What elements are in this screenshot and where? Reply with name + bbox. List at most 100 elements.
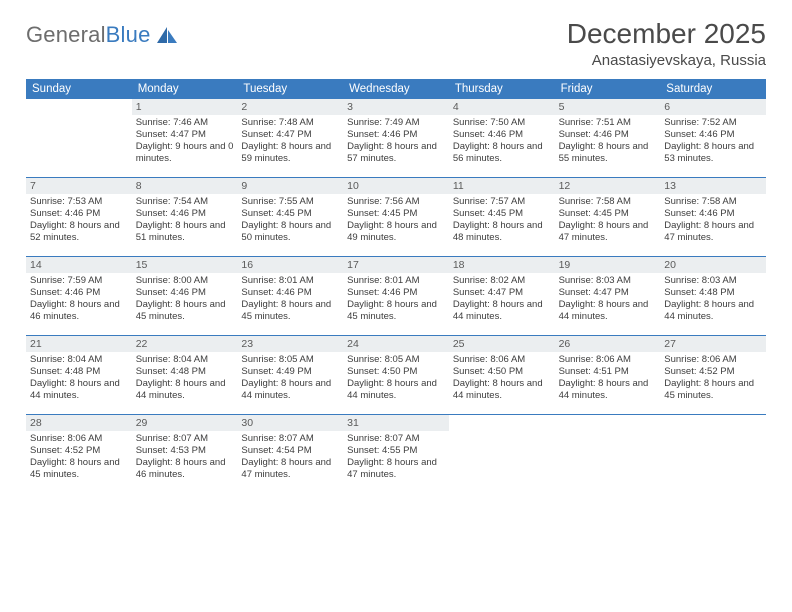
daylight-text: Daylight: 8 hours and 45 minutes. [347,299,445,323]
logo: GeneralBlue [26,18,179,48]
day-number: 19 [555,257,661,273]
sunrise-text: Sunrise: 7:53 AM [30,196,128,208]
day-number: 9 [237,178,343,194]
day-cell: 31Sunrise: 8:07 AMSunset: 4:55 PMDayligh… [343,415,449,493]
sunset-text: Sunset: 4:46 PM [347,287,445,299]
day-number: 13 [660,178,766,194]
sunrise-text: Sunrise: 7:49 AM [347,117,445,129]
day-cell: 25Sunrise: 8:06 AMSunset: 4:50 PMDayligh… [449,336,555,414]
calendar: Sunday Monday Tuesday Wednesday Thursday… [26,79,766,493]
daylight-text: Daylight: 9 hours and 0 minutes. [136,141,234,165]
daylight-text: Daylight: 8 hours and 47 minutes. [664,220,762,244]
sunset-text: Sunset: 4:45 PM [559,208,657,220]
day-number: 3 [343,99,449,115]
sunset-text: Sunset: 4:50 PM [453,366,551,378]
location: Anastasiyevskaya, Russia [567,52,766,69]
sunrise-text: Sunrise: 8:05 AM [241,354,339,366]
sunset-text: Sunset: 4:49 PM [241,366,339,378]
daylight-text: Daylight: 8 hours and 44 minutes. [136,378,234,402]
day-cell: 3Sunrise: 7:49 AMSunset: 4:46 PMDaylight… [343,99,449,177]
day-number: 30 [237,415,343,431]
month-title: December 2025 [567,18,766,50]
sunrise-text: Sunrise: 8:07 AM [136,433,234,445]
day-number [26,99,132,115]
sunrise-text: Sunrise: 7:59 AM [30,275,128,287]
daylight-text: Daylight: 8 hours and 49 minutes. [347,220,445,244]
dow-saturday: Saturday [660,79,766,99]
dow-friday: Friday [555,79,661,99]
day-number: 4 [449,99,555,115]
sunset-text: Sunset: 4:47 PM [136,129,234,141]
dow-thursday: Thursday [449,79,555,99]
logo-word1: General [26,22,106,47]
day-number: 25 [449,336,555,352]
sunset-text: Sunset: 4:46 PM [347,129,445,141]
day-number: 5 [555,99,661,115]
daylight-text: Daylight: 8 hours and 47 minutes. [241,457,339,481]
day-number: 7 [26,178,132,194]
day-cell: 6Sunrise: 7:52 AMSunset: 4:46 PMDaylight… [660,99,766,177]
sunrise-text: Sunrise: 8:06 AM [30,433,128,445]
day-number: 20 [660,257,766,273]
day-number: 15 [132,257,238,273]
daylight-text: Daylight: 8 hours and 44 minutes. [664,299,762,323]
day-cell: 24Sunrise: 8:05 AMSunset: 4:50 PMDayligh… [343,336,449,414]
daylight-text: Daylight: 8 hours and 44 minutes. [559,378,657,402]
sunset-text: Sunset: 4:48 PM [30,366,128,378]
day-cell: 20Sunrise: 8:03 AMSunset: 4:48 PMDayligh… [660,257,766,335]
logo-sail-icon [155,25,179,45]
sunrise-text: Sunrise: 8:07 AM [241,433,339,445]
day-cell: 27Sunrise: 8:06 AMSunset: 4:52 PMDayligh… [660,336,766,414]
day-cell: 2Sunrise: 7:48 AMSunset: 4:47 PMDaylight… [237,99,343,177]
day-number: 1 [132,99,238,115]
sunset-text: Sunset: 4:46 PM [559,129,657,141]
header: GeneralBlue December 2025 Anastasiyevska… [26,18,766,69]
daylight-text: Daylight: 8 hours and 47 minutes. [559,220,657,244]
sunset-text: Sunset: 4:46 PM [30,208,128,220]
sunset-text: Sunset: 4:50 PM [347,366,445,378]
logo-text: GeneralBlue [26,22,151,48]
daylight-text: Daylight: 8 hours and 46 minutes. [136,457,234,481]
sunrise-text: Sunrise: 7:57 AM [453,196,551,208]
daylight-text: Daylight: 8 hours and 44 minutes. [453,299,551,323]
sunrise-text: Sunrise: 7:58 AM [664,196,762,208]
sunset-text: Sunset: 4:52 PM [30,445,128,457]
day-cell [449,415,555,493]
dow-sunday: Sunday [26,79,132,99]
day-cell: 17Sunrise: 8:01 AMSunset: 4:46 PMDayligh… [343,257,449,335]
title-block: December 2025 Anastasiyevskaya, Russia [567,18,766,69]
sunset-text: Sunset: 4:45 PM [241,208,339,220]
day-cell: 30Sunrise: 8:07 AMSunset: 4:54 PMDayligh… [237,415,343,493]
day-cell: 22Sunrise: 8:04 AMSunset: 4:48 PMDayligh… [132,336,238,414]
sunrise-text: Sunrise: 8:00 AM [136,275,234,287]
day-cell [26,99,132,177]
daylight-text: Daylight: 8 hours and 56 minutes. [453,141,551,165]
day-cell: 9Sunrise: 7:55 AMSunset: 4:45 PMDaylight… [237,178,343,256]
daylight-text: Daylight: 8 hours and 46 minutes. [30,299,128,323]
logo-word2: Blue [106,22,151,47]
daylight-text: Daylight: 8 hours and 53 minutes. [664,141,762,165]
sunrise-text: Sunrise: 8:01 AM [347,275,445,287]
sunset-text: Sunset: 4:55 PM [347,445,445,457]
day-number: 22 [132,336,238,352]
week-row: 14Sunrise: 7:59 AMSunset: 4:46 PMDayligh… [26,257,766,336]
sunset-text: Sunset: 4:47 PM [453,287,551,299]
sunrise-text: Sunrise: 8:05 AM [347,354,445,366]
day-number: 10 [343,178,449,194]
day-number: 8 [132,178,238,194]
daylight-text: Daylight: 8 hours and 44 minutes. [559,299,657,323]
day-number: 16 [237,257,343,273]
day-of-week-header: Sunday Monday Tuesday Wednesday Thursday… [26,79,766,99]
sunrise-text: Sunrise: 8:04 AM [30,354,128,366]
day-number: 6 [660,99,766,115]
sunset-text: Sunset: 4:46 PM [453,129,551,141]
week-row: 28Sunrise: 8:06 AMSunset: 4:52 PMDayligh… [26,415,766,493]
day-cell [555,415,661,493]
weeks-container: 1Sunrise: 7:46 AMSunset: 4:47 PMDaylight… [26,99,766,493]
sunrise-text: Sunrise: 7:46 AM [136,117,234,129]
day-cell: 15Sunrise: 8:00 AMSunset: 4:46 PMDayligh… [132,257,238,335]
daylight-text: Daylight: 8 hours and 55 minutes. [559,141,657,165]
day-number: 2 [237,99,343,115]
sunrise-text: Sunrise: 8:02 AM [453,275,551,287]
day-number: 11 [449,178,555,194]
